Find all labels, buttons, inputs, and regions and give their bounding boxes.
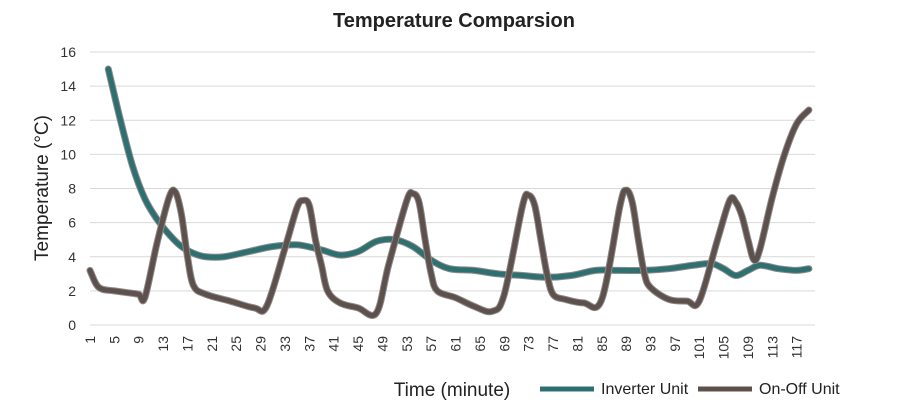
x-tick-label: 97 <box>667 336 683 352</box>
x-tick-label: 45 <box>350 336 366 352</box>
x-tick-label: 113 <box>764 336 780 359</box>
y-tick-label: 16 <box>60 44 76 60</box>
x-tick-label: 77 <box>545 336 561 352</box>
series-line-outline <box>104 65 813 281</box>
chart-title: Temperature Comparsion <box>333 10 575 32</box>
y-tick-label: 2 <box>68 283 76 299</box>
y-axis-label: Temperature (°C) <box>32 115 53 261</box>
x-tick-label: 53 <box>399 336 415 352</box>
x-tick-label: 81 <box>569 336 585 352</box>
x-tick-label: 109 <box>740 336 756 360</box>
y-tick-labels: 0 2 4 6 8 10 12 14 16 <box>60 44 76 333</box>
x-tick-label: 13 <box>155 336 171 352</box>
x-axis-label: Time (minute) <box>394 380 510 401</box>
x-tick-label: 89 <box>618 336 634 352</box>
y-tick-label: 12 <box>60 112 76 128</box>
x-tick-label: 33 <box>277 336 293 352</box>
x-tick-label: 105 <box>716 336 732 360</box>
x-tick-label: 101 <box>691 336 707 360</box>
series-line-outline <box>86 106 813 319</box>
x-tick-label: 21 <box>204 336 220 352</box>
x-tick-labels: 1 5 9 13 17 21 25 29 33 37 41 45 49 53 57 61 65 69 73 77 81 8… <box>82 336 805 360</box>
legend-label: Inverter Unit <box>601 381 689 398</box>
x-tick-label: 41 <box>326 336 342 352</box>
x-tick-label: 117 <box>789 336 805 359</box>
x-tick-label: 37 <box>301 336 317 352</box>
y-tick-label: 8 <box>68 181 76 197</box>
y-tick-label: 10 <box>60 146 76 162</box>
x-tick-label: 49 <box>374 336 390 352</box>
legend-label: On-Off Unit <box>759 381 840 398</box>
legend-item-on-off-unit: On-Off Unit <box>698 381 840 398</box>
x-tick-label: 93 <box>643 336 659 352</box>
series-lines <box>86 65 813 319</box>
x-tick-label: 29 <box>253 336 269 352</box>
y-tick-label: 6 <box>68 215 76 231</box>
x-tick-label: 9 <box>131 336 147 344</box>
x-tick-label: 85 <box>594 336 610 352</box>
legend: Inverter Unit On-Off Unit <box>540 381 840 398</box>
series-on-off-unit <box>86 106 813 319</box>
series-line-on-off-unit <box>87 107 812 318</box>
y-tick-label: 4 <box>68 249 76 265</box>
x-tick-label: 61 <box>448 336 464 352</box>
x-tick-label: 5 <box>106 336 122 344</box>
legend-item-inverter-unit: Inverter Unit <box>540 381 689 398</box>
series-line-inverter-unit <box>105 66 812 280</box>
x-tick-label: 73 <box>521 336 537 352</box>
x-tick-label: 65 <box>472 336 488 352</box>
x-tick-label: 25 <box>228 336 244 352</box>
x-tick-label: 1 <box>82 336 98 344</box>
series-inverter-unit <box>104 65 813 281</box>
x-tick-label: 57 <box>423 336 439 352</box>
x-tick-label: 69 <box>496 336 512 352</box>
y-tick-label: 0 <box>68 317 76 333</box>
y-tick-label: 14 <box>60 78 76 94</box>
x-tick-label: 17 <box>179 336 195 352</box>
